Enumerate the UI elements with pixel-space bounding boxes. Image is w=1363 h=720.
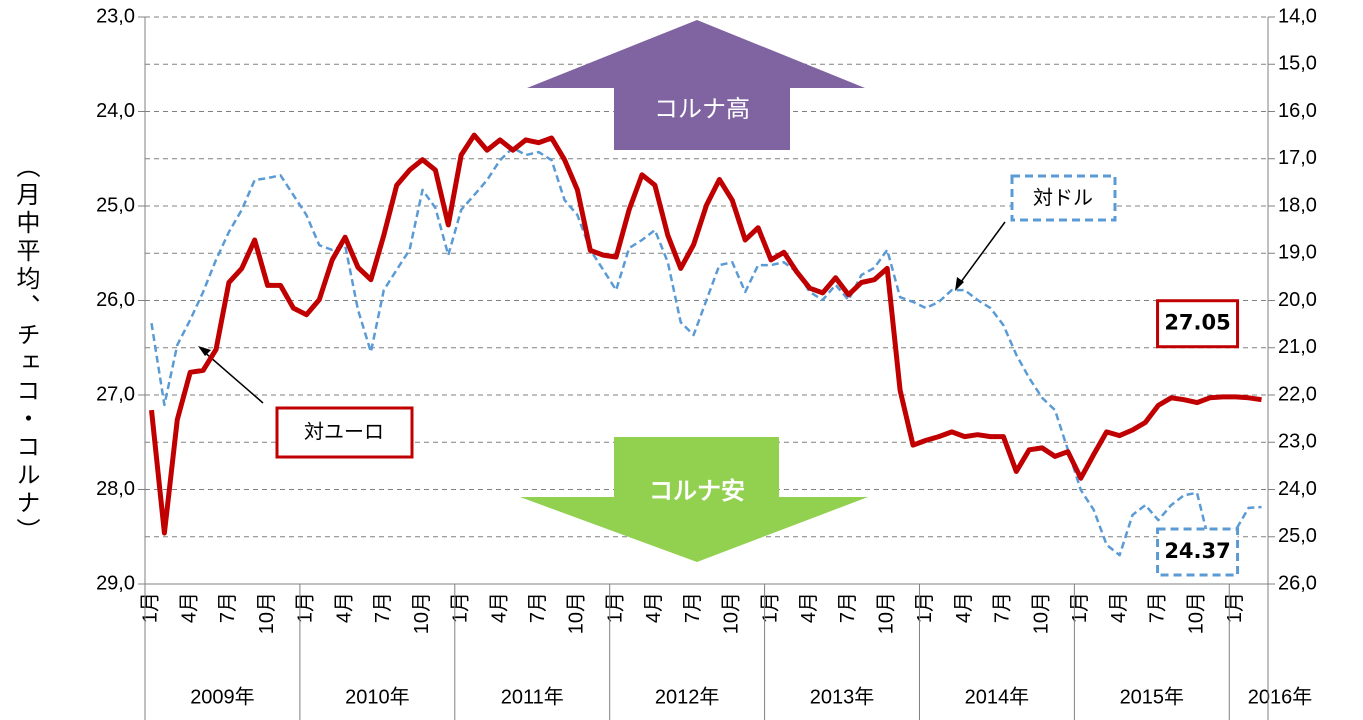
y2-tick-label: 23,0 (1278, 431, 1317, 453)
pointer-head (955, 277, 964, 291)
legend-label: 対ドル (1033, 186, 1093, 210)
year-label: 2016年 (1248, 685, 1313, 708)
x-tick-label: 1月 (914, 592, 936, 623)
x-tick-label: 10月 (721, 592, 743, 634)
y2-tick-label: 24,0 (1278, 478, 1317, 500)
year-label: 2011年 (501, 685, 564, 708)
x-tick-label: 7月 (992, 592, 1014, 623)
y-tick-label: 26,0 (96, 289, 135, 311)
x-tick-label: 4月 (1108, 592, 1130, 623)
x-tick-label: 1月 (450, 592, 472, 623)
y-tick-label: 29,0 (96, 572, 135, 594)
x-tick-label: 7月 (682, 592, 704, 623)
up-arrow (527, 20, 865, 150)
x-tick-label: 1月 (604, 592, 626, 623)
y2-tick-label: 19,0 (1278, 242, 1317, 264)
y2-tick-label: 26,0 (1278, 572, 1317, 594)
year-label: 2009年 (190, 685, 255, 708)
year-label: 2013年 (810, 685, 875, 708)
y-tick-label: 25,0 (96, 194, 135, 216)
x-tick-label: 7月 (527, 592, 549, 623)
annotation: コルナ高 (654, 95, 750, 123)
x-tick-label: 10月 (1185, 592, 1207, 634)
y2-tick-label: 22,0 (1278, 383, 1317, 405)
year-label: 2014年 (965, 685, 1030, 708)
x-tick-label: 4月 (798, 592, 820, 623)
x-tick-label: 10月 (875, 592, 897, 634)
y-tick-label: 27,0 (96, 383, 135, 405)
x-tick-label: 4月 (333, 592, 355, 623)
series-line (149, 132, 1262, 536)
x-tick-label: 7月 (217, 592, 239, 623)
x-tick-label: 7月 (372, 592, 394, 623)
annotation: コルナ安 (649, 477, 745, 505)
legend-label: 対ユーロ (304, 420, 384, 444)
legend-box (1010, 174, 1117, 222)
y2-tick-label: 20,0 (1278, 289, 1317, 311)
down-arrow (520, 437, 868, 562)
value-label-box (1156, 299, 1240, 349)
y2-tick-label: 18,0 (1278, 194, 1317, 216)
year-label: 2010年 (345, 685, 410, 708)
x-tick-label: 10月 (1030, 592, 1052, 634)
y-tick-label: 28,0 (96, 478, 135, 500)
legend-box (275, 406, 414, 459)
x-tick-label: 10月 (411, 592, 433, 634)
y2-tick-label: 21,0 (1278, 336, 1317, 358)
y2-tick-label: 16,0 (1278, 100, 1317, 122)
value-label: 24.37 (1164, 539, 1230, 563)
x-tick-label: 1月 (295, 592, 317, 623)
value-label: 27.05 (1164, 311, 1230, 335)
x-tick-label: 4月 (178, 592, 200, 623)
x-tick-label: 1月 (1069, 592, 1091, 623)
year-label: 2015年 (1120, 685, 1185, 708)
y-tick-label: 24,0 (96, 100, 135, 122)
y2-tick-label: 15,0 (1278, 53, 1317, 75)
y2-tick-label: 25,0 (1278, 525, 1317, 547)
y2-tick-label: 17,0 (1278, 147, 1317, 169)
x-tick-label: 10月 (256, 592, 278, 634)
x-tick-label: 4月 (953, 592, 975, 623)
x-tick-label: 1月 (1224, 592, 1246, 623)
pointer-head (198, 346, 211, 356)
year-label: 2012年 (655, 685, 720, 708)
x-tick-label: 1月 (140, 592, 162, 623)
x-tick-label: 4月 (643, 592, 665, 623)
x-tick-label: 7月 (837, 592, 859, 623)
y-tick-label: 23,0 (96, 5, 135, 27)
y-axis-title: （月中平均、チェコ・コルナ） (12, 154, 40, 546)
x-tick-label: 1月 (759, 592, 781, 623)
pointer (957, 221, 1006, 287)
value-label-box (1156, 527, 1240, 577)
x-tick-label: 7月 (1147, 592, 1169, 623)
x-tick-label: 10月 (566, 592, 588, 634)
y2-tick-label: 14,0 (1278, 5, 1317, 27)
x-tick-label: 4月 (488, 592, 510, 623)
